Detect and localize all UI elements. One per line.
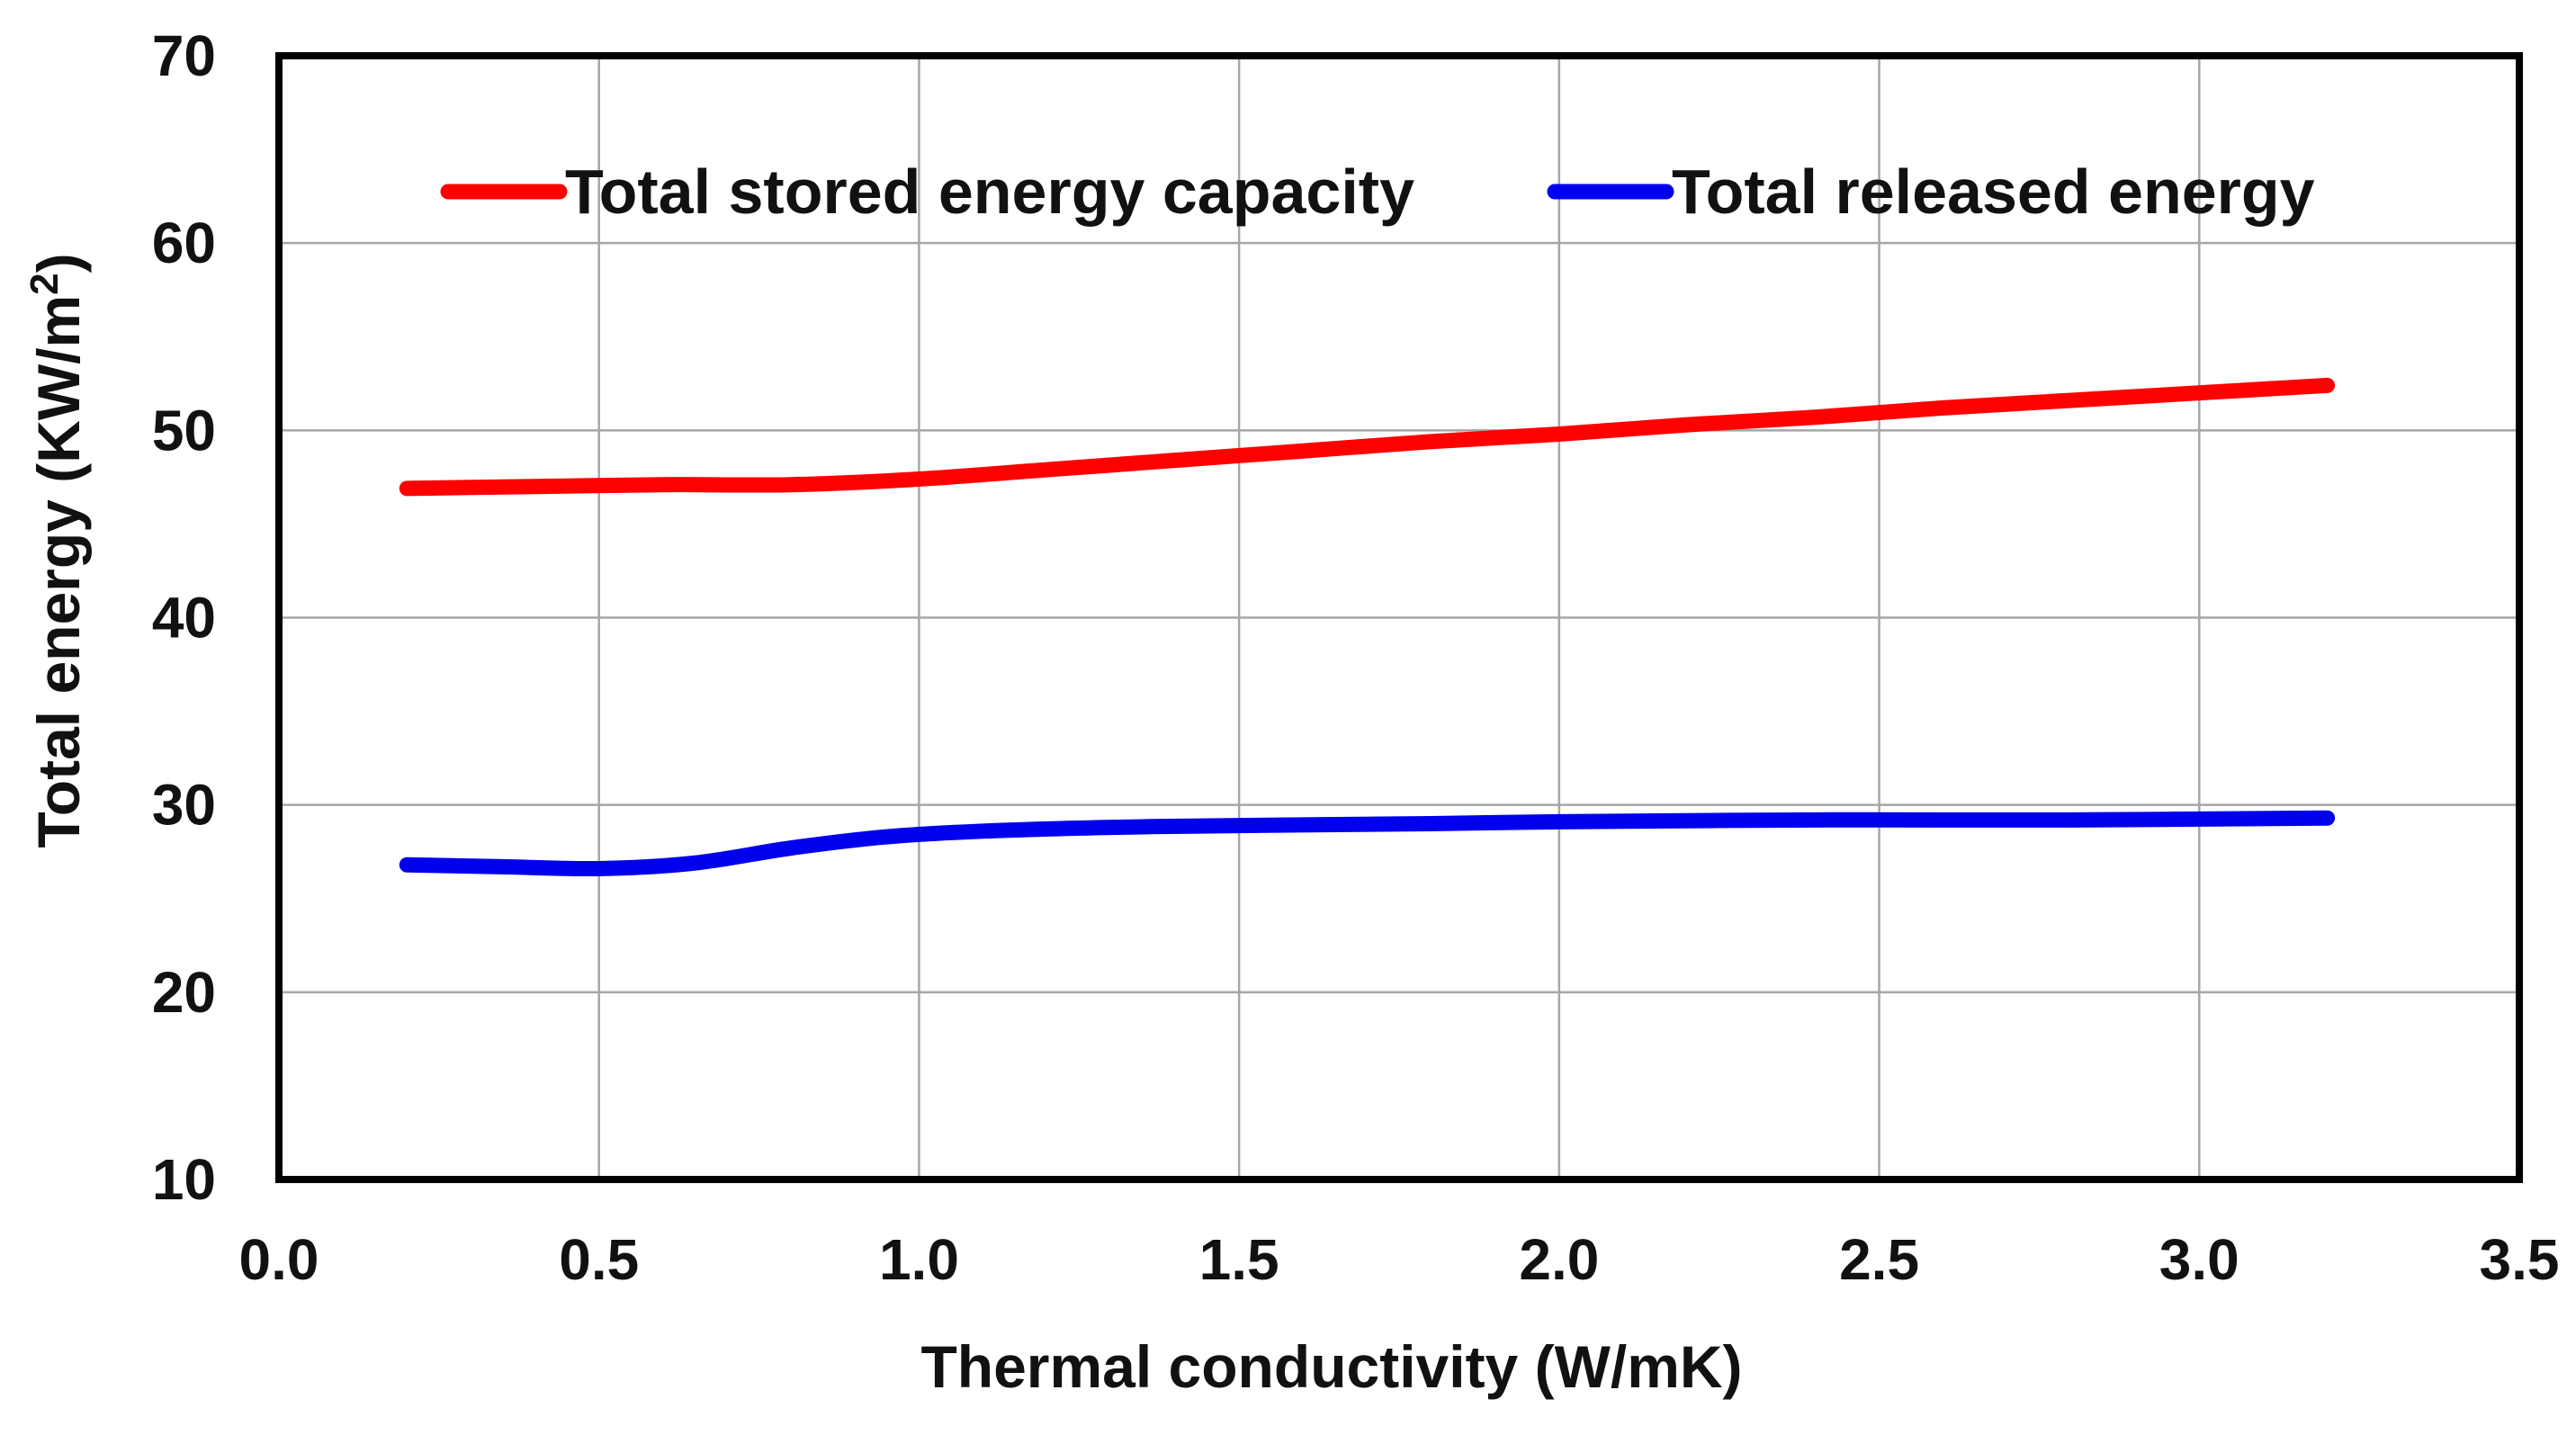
x-tick-label: 3.0 xyxy=(2159,1227,2239,1292)
legend-label-stored: Total stored energy capacity xyxy=(565,157,1414,227)
legend-label-released: Total released energy xyxy=(1672,157,2315,227)
x-tick-label: 1.5 xyxy=(1199,1227,1279,1292)
y-tick-label: 70 xyxy=(152,23,216,88)
grid-lines xyxy=(279,56,2519,1179)
y-tick-label: 60 xyxy=(152,211,216,275)
series-line-stored xyxy=(399,377,2336,497)
y-tick-label: 30 xyxy=(152,773,216,838)
x-tick-label: 2.0 xyxy=(1519,1227,1599,1292)
x-tick-label: 2.5 xyxy=(1839,1227,1919,1292)
x-tick-label: 0.0 xyxy=(239,1227,319,1292)
y-axis-title-close: ) xyxy=(25,253,92,273)
y-axis-title-superscript: 2 xyxy=(22,273,67,294)
y-tick-label: 40 xyxy=(152,586,216,650)
x-tick-label: 3.5 xyxy=(2480,1227,2560,1292)
y-tick-label: 50 xyxy=(152,398,216,462)
y-tick-label: 10 xyxy=(152,1147,216,1212)
x-axis-title: Thermal conductivity (W/mK) xyxy=(920,1333,1742,1400)
y-axis-title-main: Total energy (KW/m xyxy=(25,295,92,848)
series-lines xyxy=(399,377,2336,877)
x-tick-label: 1.0 xyxy=(879,1227,959,1292)
y-tick-label: 20 xyxy=(152,960,216,1025)
x-axis-ticks: 0.0 0.5 1.0 1.5 2.0 2.5 3.0 3.5 xyxy=(239,1227,2560,1292)
plot-area-frame xyxy=(275,52,2523,1183)
series-line-released xyxy=(399,810,2336,877)
y-axis-ticks: 10 20 30 40 50 60 70 xyxy=(152,23,216,1212)
legend: Total stored energy capacity Total relea… xyxy=(440,157,2315,227)
y-axis-title: Total energy (KW/m2) xyxy=(22,253,93,848)
x-tick-label: 0.5 xyxy=(559,1227,639,1292)
